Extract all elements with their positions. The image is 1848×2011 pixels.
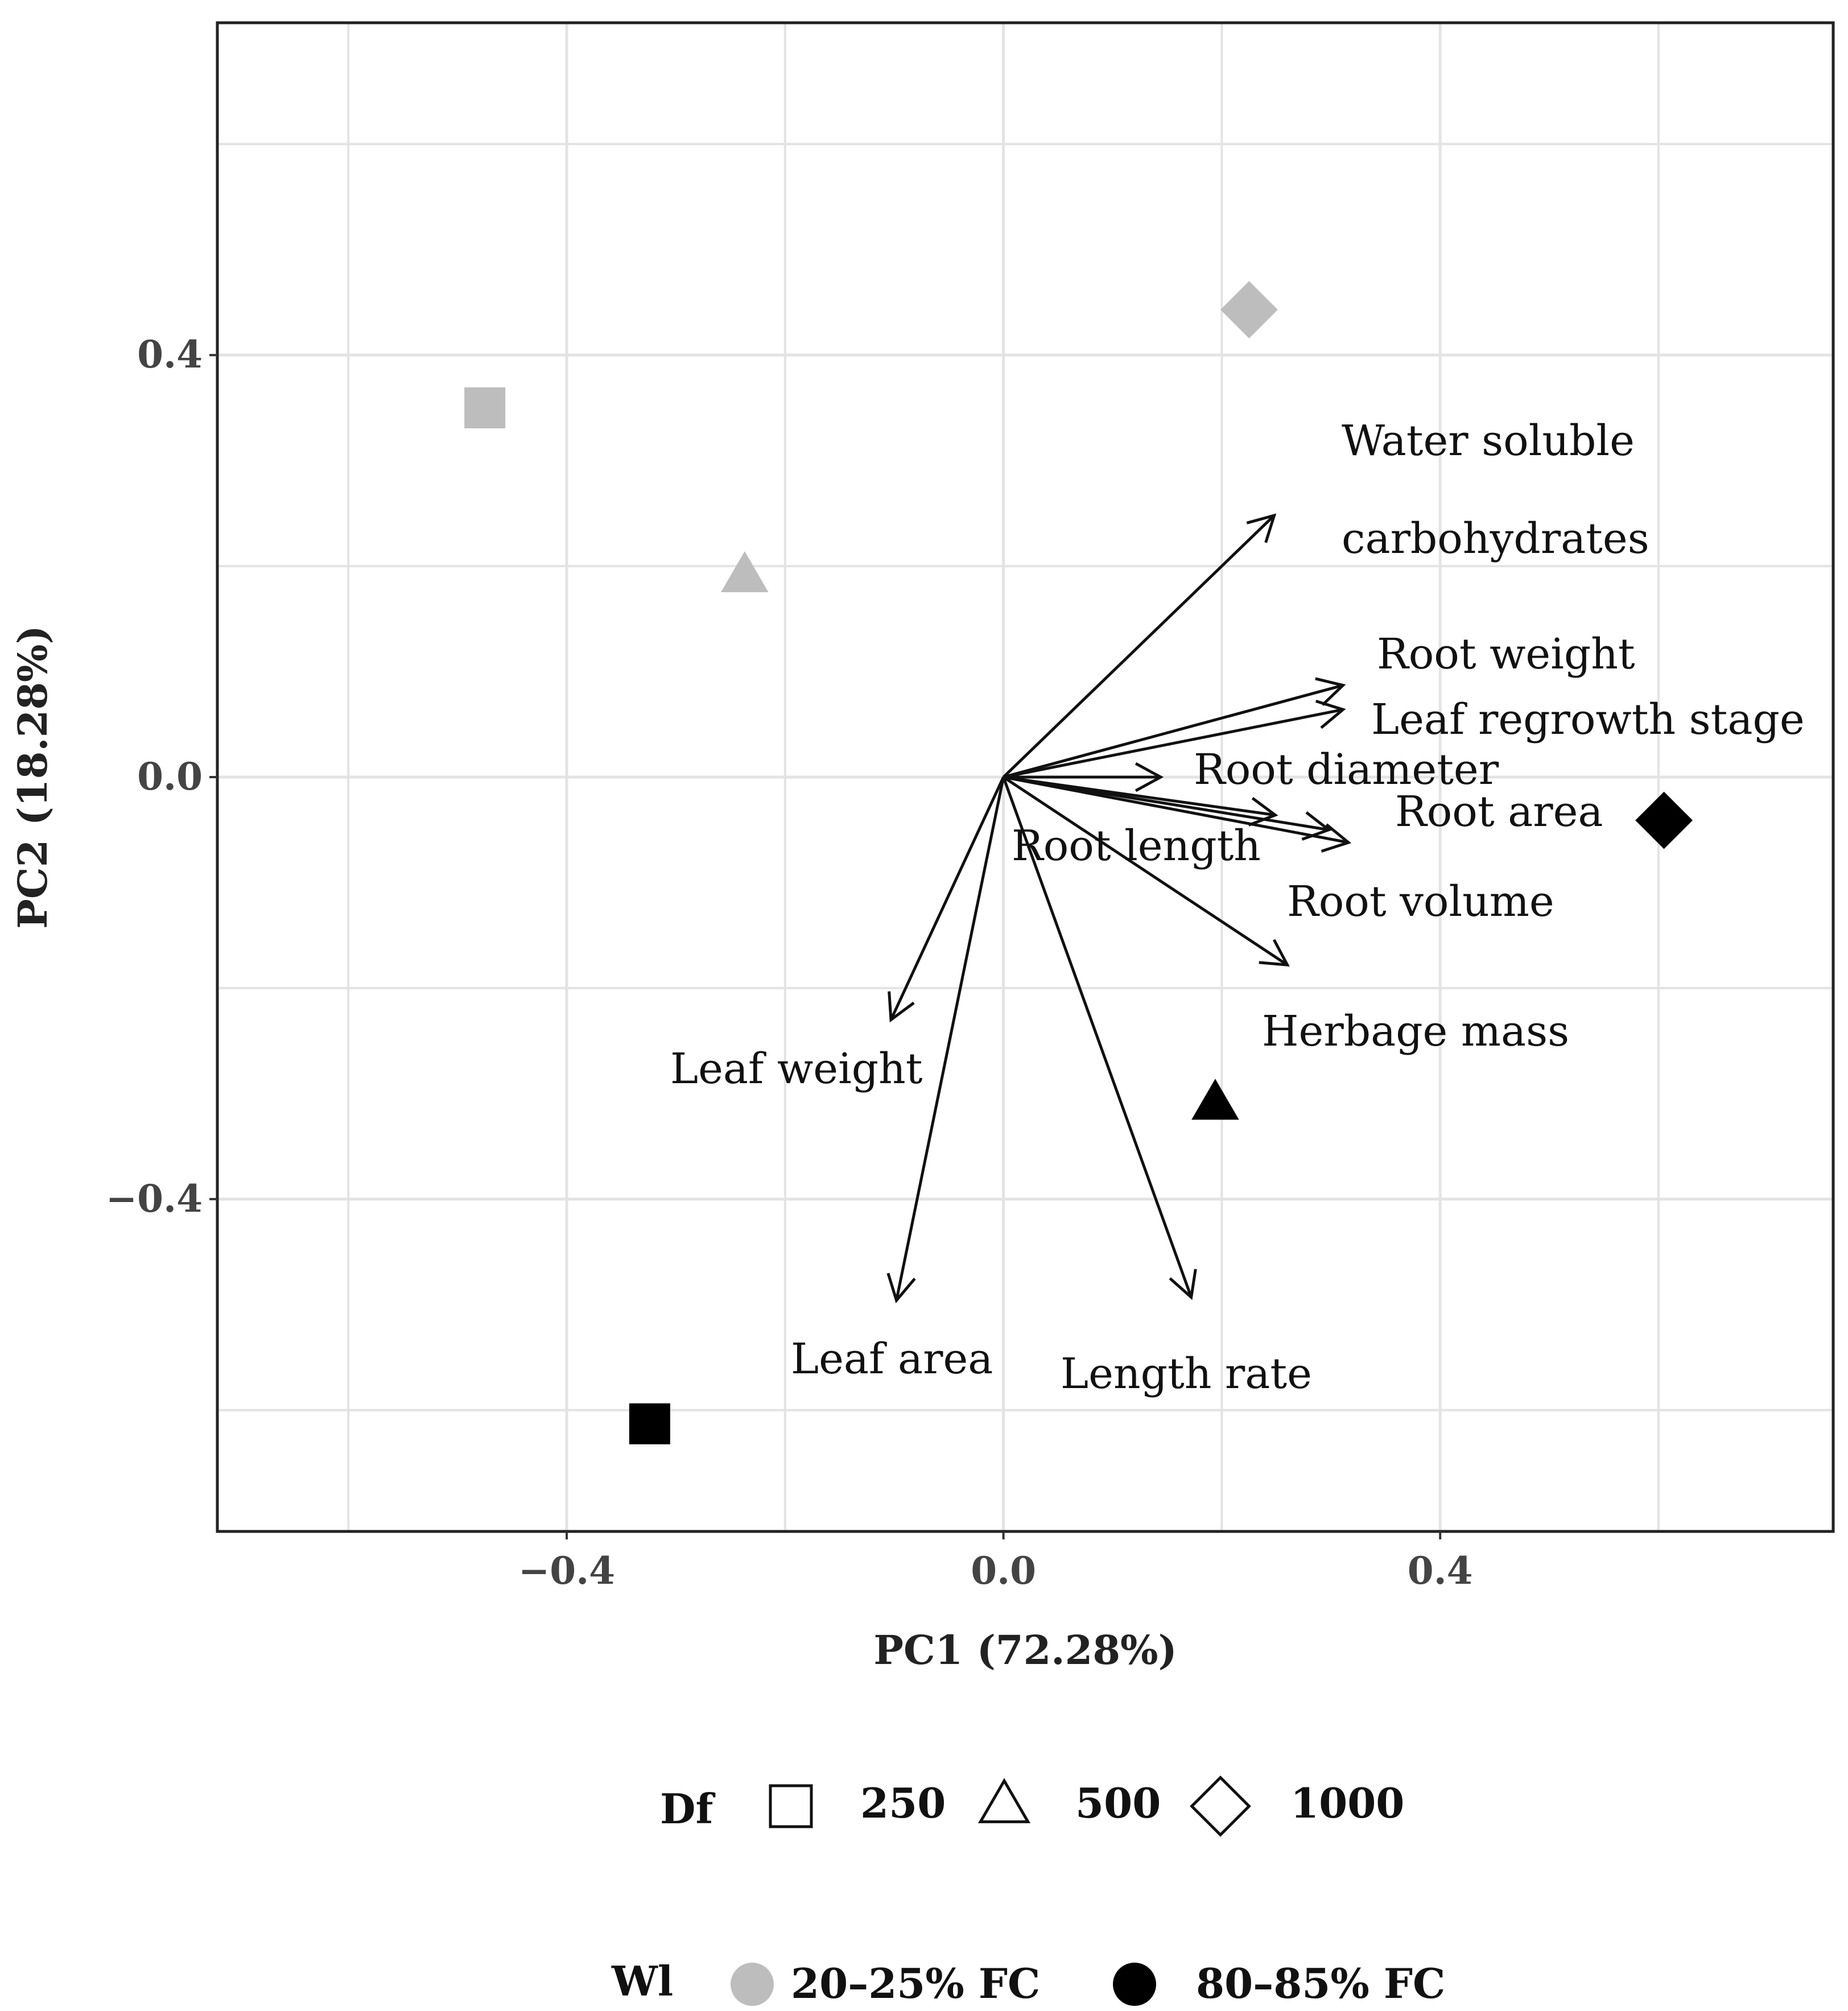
- loading-label-leaf-weight: Leaf weight: [670, 1044, 923, 1093]
- loading-label-root-length: Root length: [1012, 821, 1261, 870]
- x-tick-label: 0.4: [1408, 1548, 1473, 1593]
- axis-ticks: −0.4 0.0 0.4 −0.4 0.0 0.4: [106, 332, 1473, 1593]
- legend-df-key-square: [769, 1784, 813, 1828]
- legend-df: Df 250 500 1000: [660, 1775, 1404, 1837]
- arrow-head-root-volume: [1321, 823, 1352, 853]
- legend-wl-label: 20–25% FC: [791, 1959, 1040, 2008]
- legend-wl-key: [731, 1963, 774, 2006]
- score-point-square-250: [464, 387, 506, 428]
- loading-arrow-leaf-weight: [889, 776, 1005, 1021]
- loading-arrow-wsc: [1002, 514, 1276, 778]
- loading-arrows: [886, 513, 1352, 1303]
- loading-label-root-volume: Root volume: [1287, 877, 1554, 926]
- loading-labels: Water soluble carbohydrates Root weight Lea…: [670, 416, 1805, 1398]
- loading-arrow-herbage-mass: [1003, 775, 1288, 967]
- score-point-triangle-500: [721, 551, 769, 592]
- x-tick-label: 0.0: [971, 1548, 1036, 1593]
- loading-arrow-leaf-regrowth: [1003, 708, 1343, 779]
- legend-df-label: 1000: [1290, 1779, 1404, 1827]
- loading-label-root-diameter: Root diameter: [1194, 745, 1499, 794]
- arrow-head-leaf-regrowth: [1315, 699, 1346, 729]
- arrow-head-root-weight: [1315, 677, 1346, 707]
- loading-label-root-area: Root area: [1395, 787, 1603, 836]
- legend-df-label: 500: [1075, 1779, 1161, 1827]
- y-tick-label: −0.4: [106, 1176, 203, 1221]
- arrow-head-length-rate: [1169, 1269, 1197, 1300]
- loading-arrow-leaf-area: [895, 777, 1005, 1301]
- legend-df-title: Df: [660, 1785, 715, 1833]
- score-point-square-250: [629, 1403, 670, 1444]
- loading-label-wsc: carbohydrates: [1342, 514, 1649, 563]
- legend-df-key-triangle: [977, 1778, 1031, 1823]
- legend-wl: Wl 20–25% FC 80–85% FC: [611, 1957, 1445, 2008]
- arrow-head-root-diameter: [1135, 762, 1164, 792]
- y-tick-label: 0.0: [137, 754, 203, 799]
- legend-wl-label: 80–85% FC: [1196, 1959, 1445, 2008]
- y-tick-label: 0.4: [137, 332, 203, 377]
- x-tick-label: −0.4: [518, 1548, 615, 1593]
- loading-label-length-rate: Length rate: [1061, 1349, 1312, 1398]
- grid-lines: [217, 23, 1833, 1531]
- loading-arrow-root-weight: [1003, 684, 1344, 779]
- score-point-diamond-1000: [1635, 791, 1693, 849]
- loading-arrow-length-rate: [1002, 777, 1193, 1298]
- arrow-head-herbage-mass: [1259, 939, 1290, 967]
- loading-label-wsc: Water soluble: [1342, 416, 1635, 465]
- arrow-head-wsc: [1246, 513, 1277, 543]
- legend-df-label: 250: [860, 1779, 946, 1827]
- loading-arrow-root-volume: [1003, 775, 1349, 844]
- y-axis-title: PC2 (18.28%): [9, 625, 56, 928]
- loading-label-root-weight: Root weight: [1377, 630, 1635, 679]
- x-axis-title: PC1 (72.28%): [873, 1626, 1177, 1674]
- legend-df-key-diamond: [1190, 1775, 1251, 1837]
- arrow-head-root-length: [1248, 796, 1278, 827]
- loading-label-leaf-regrowth: Leaf regrowth stage: [1371, 695, 1805, 744]
- score-points: [464, 281, 1693, 1444]
- loading-arrow-root-length: [1003, 775, 1276, 817]
- loading-label-leaf-area: Leaf area: [791, 1335, 993, 1384]
- score-point-triangle-500: [1191, 1079, 1239, 1120]
- score-point-diamond-1000: [1220, 281, 1278, 338]
- arrow-head-leaf-area: [886, 1273, 916, 1303]
- legend-wl-title: Wl: [611, 1957, 673, 2005]
- loading-label-herbage-mass: Herbage mass: [1262, 1007, 1569, 1056]
- arrow-head-leaf-weight: [888, 991, 915, 1023]
- legend-wl-key: [1113, 1963, 1156, 2006]
